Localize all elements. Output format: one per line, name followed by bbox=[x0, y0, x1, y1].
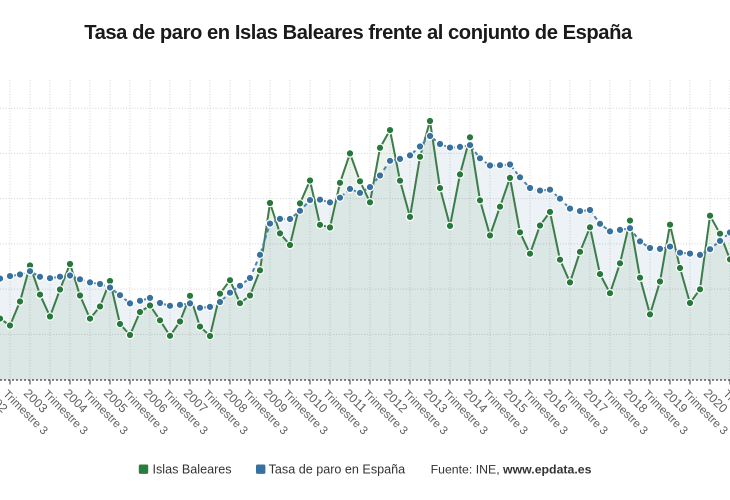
svg-text:Islas Baleares: Islas Baleares bbox=[153, 463, 232, 477]
svg-text:2002: 2002 bbox=[0, 386, 10, 415]
svg-text:Tasa de paro en España: Tasa de paro en España bbox=[269, 463, 406, 477]
svg-text:Tasa de paro en Islas Baleares: Tasa de paro en Islas Baleares frente al… bbox=[84, 22, 633, 44]
svg-text:Fuente: INE, www.epdata.es: Fuente: INE, www.epdata.es bbox=[431, 463, 592, 477]
